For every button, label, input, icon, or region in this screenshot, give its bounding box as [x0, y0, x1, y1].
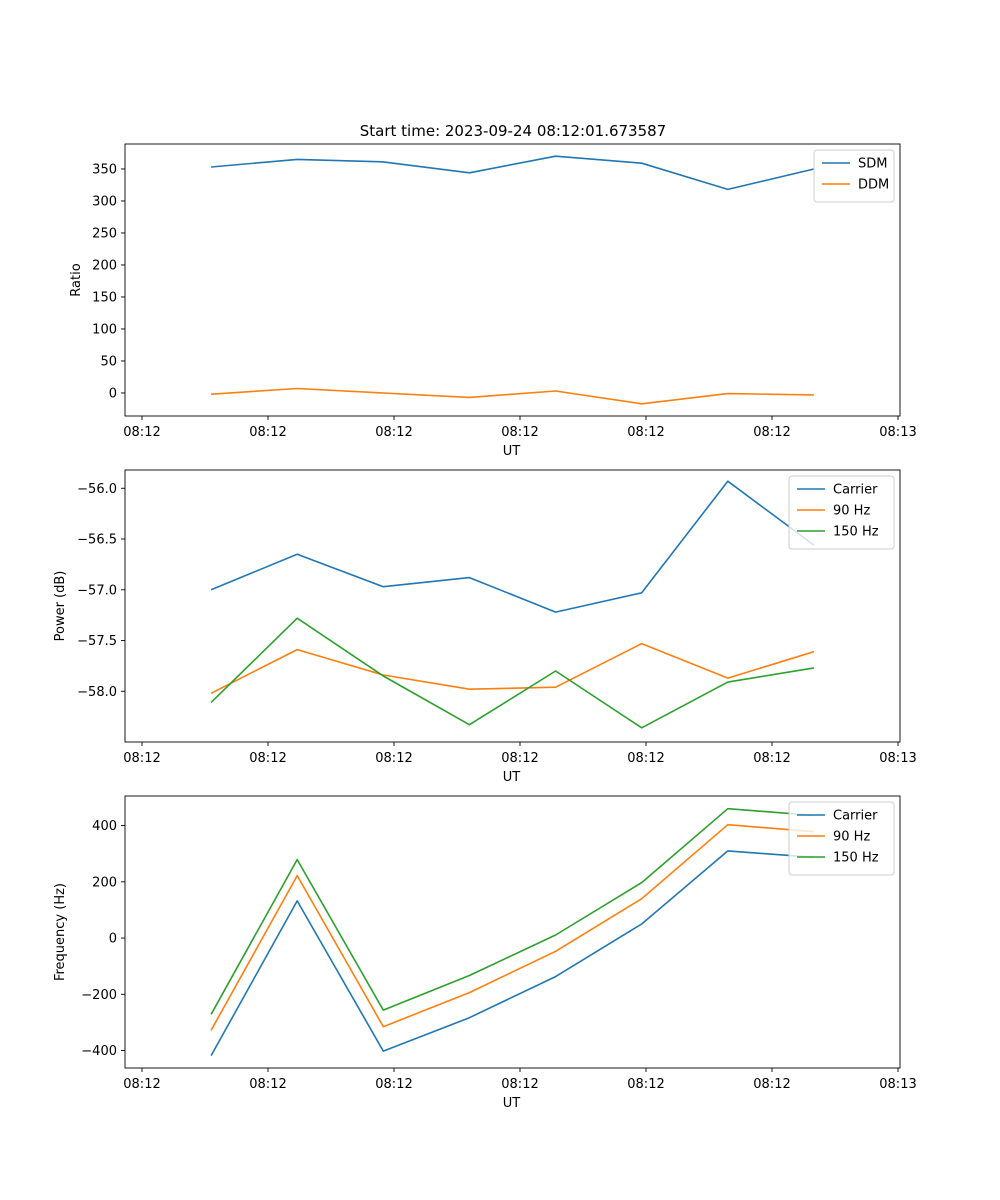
chart-panel-1: 0 50 100 150 200 250 300 350 08:12 08:12 08:12 08:1… [69, 143, 917, 459]
y-axis-label: Power (dB) [53, 571, 68, 642]
series-line-150-hz [210, 807, 814, 1015]
series-line-90-hz [210, 642, 815, 695]
legend-label-sdm: SDM [858, 157, 887, 172]
legend-label-carrier: Carrier [833, 809, 878, 824]
x-tick-label: 08:12 [249, 1077, 286, 1092]
legend: SDM DDM [813, 149, 895, 203]
y-tick-label: −58.0 [77, 685, 117, 700]
y-tick-label: 200 [92, 258, 117, 273]
y-tick-label: 300 [92, 194, 117, 209]
x-tick-label: 08:12 [627, 1077, 664, 1092]
y-tick-label: 0 [109, 932, 117, 947]
y-tick-label: 200 [92, 875, 117, 890]
x-tick-label: 08:12 [123, 1077, 160, 1092]
series-line-carrier [210, 850, 814, 1056]
y-tick-label: 400 [92, 819, 117, 834]
legend: Carrier 90 Hz 150 Hz [788, 475, 895, 550]
x-tick-label: 08:12 [375, 425, 412, 440]
y-tick-label: 250 [92, 226, 117, 241]
x-tick-label: 08:12 [123, 425, 160, 440]
legend-label-carrier: Carrier [833, 483, 878, 498]
y-tick-label: 0 [109, 386, 117, 401]
y-tick-label: −400 [81, 1044, 117, 1059]
x-tick-label: 08:12 [501, 1077, 538, 1092]
y-tick-label: −57.5 [77, 634, 117, 649]
series-line-90-hz [210, 823, 814, 1031]
chart-panel-3: −400 −200 0 200 400 08:12 08:12 08:12 08:12 08:12… [53, 795, 917, 1111]
x-tick-label: 08:12 [627, 751, 664, 766]
x-tick-label: 08:12 [375, 751, 412, 766]
y-tick-label: −56.5 [77, 533, 117, 548]
y-tick-label: 50 [100, 354, 117, 369]
legend-label-150-hz: 150 Hz [833, 525, 879, 540]
y-tick-label: 350 [92, 162, 117, 177]
x-axis-label: UT [503, 1096, 521, 1111]
y-axis-label: Ratio [69, 263, 84, 296]
axes-frame [124, 795, 901, 1069]
legend-label-150-hz: 150 Hz [833, 851, 879, 866]
x-tick-label: 08:13 [879, 1077, 916, 1092]
series-line-150-hz [210, 617, 815, 729]
y-tick-label: 100 [92, 322, 117, 337]
legend-label-ddm: DDM [858, 178, 889, 193]
legend: Carrier 90 Hz 150 Hz [788, 801, 895, 876]
legend-label-90-hz: 90 Hz [833, 504, 870, 519]
chart-title: Start time: 2023-09-24 08:12:01.673587 [360, 122, 666, 140]
x-tick-label: 08:12 [753, 1077, 790, 1092]
x-tick-label: 08:12 [249, 425, 286, 440]
y-tick-label: −200 [81, 988, 117, 1003]
x-tick-label: 08:12 [249, 751, 286, 766]
legend-label-90-hz: 90 Hz [833, 830, 870, 845]
y-tick-label: −57.0 [77, 583, 117, 598]
series-line-sdm [211, 155, 815, 191]
x-tick-label: 08:12 [753, 751, 790, 766]
x-tick-label: 08:13 [879, 751, 916, 766]
x-tick-label: 08:13 [879, 425, 916, 440]
y-tick-label: 150 [92, 290, 117, 305]
x-tick-label: 08:12 [753, 425, 790, 440]
y-axis-label: Frequency (Hz) [53, 883, 68, 981]
y-tick-label: −56.0 [77, 482, 117, 497]
x-tick-label: 08:12 [627, 425, 664, 440]
axes-frame [124, 143, 901, 417]
x-tick-label: 08:12 [501, 751, 538, 766]
series-line-carrier [210, 480, 815, 613]
x-tick-label: 08:12 [375, 1077, 412, 1092]
chart-panel-2: −58.0 −57.5 −57.0 −56.5 −56.0 08:12 08:12 08:12… [53, 469, 917, 785]
x-tick-label: 08:12 [501, 425, 538, 440]
axes-frame [124, 469, 901, 743]
x-axis-label: UT [503, 770, 521, 785]
x-tick-label: 08:12 [123, 751, 160, 766]
x-axis-label: UT [503, 444, 521, 459]
series-line-ddm [211, 387, 814, 405]
